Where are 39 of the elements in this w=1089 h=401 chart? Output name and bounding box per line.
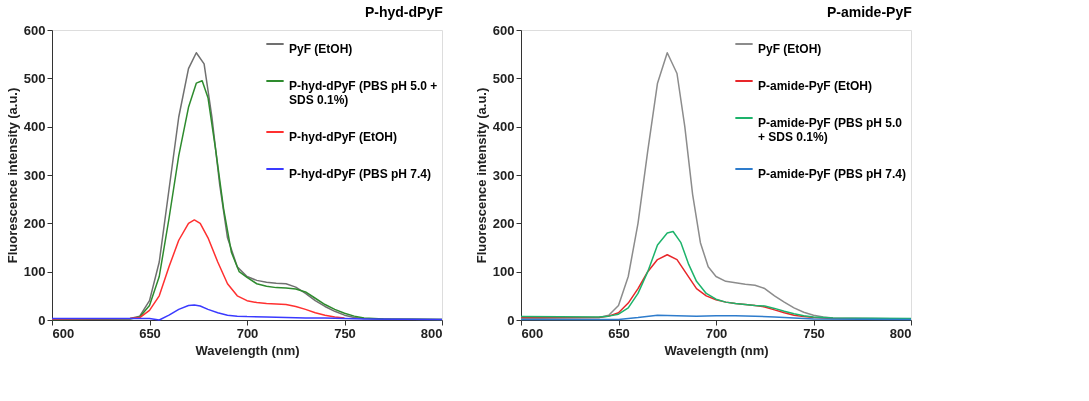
x-axis-title: Wavelength (nm) <box>664 342 769 358</box>
legend-label: P-hyd-dPyF (EtOH) <box>289 130 397 144</box>
y-axis-title: Fluorescence intensity (a.u.) <box>473 87 489 264</box>
x-tick-label: 650 <box>608 325 630 341</box>
x-tick-label: 750 <box>803 325 825 341</box>
y-axis-title: Fluorescence intensity (a.u.) <box>4 87 20 264</box>
y-tick-label: 200 <box>492 215 515 231</box>
legend-label: P-hyd-dPyF (PBS pH 5.0 + SDS 0.1%) <box>289 79 438 107</box>
x-tick-label: 700 <box>236 325 259 341</box>
y-tick-label: 200 <box>23 215 46 231</box>
chart-title: P-amide-PyF <box>826 4 913 20</box>
x-tick-label: 800 <box>889 325 912 341</box>
legend-label: P-amide-PyF (PBS pH 5.0 + SDS 0.1%) <box>758 116 903 144</box>
x-tick-label: 600 <box>52 325 75 341</box>
y-tick-label: 100 <box>23 264 46 280</box>
x-tick-label: 800 <box>420 325 443 341</box>
legend-label: P-amide-PyF (PBS pH 7.4) <box>758 167 907 181</box>
y-tick-label: 100 <box>492 264 515 280</box>
y-tick-label: 500 <box>492 70 515 86</box>
y-tick-label: 300 <box>23 167 46 183</box>
y-tick-label: 500 <box>23 70 46 86</box>
y-tick-label: 400 <box>23 119 46 135</box>
chart-title: P-hyd-dPyF <box>364 4 444 20</box>
x-axis-title: Wavelength (nm) <box>195 342 300 358</box>
x-tick-label: 700 <box>705 325 728 341</box>
line-series <box>51 219 346 320</box>
y-tick-label: 0 <box>507 312 515 328</box>
legend-label: P-hyd-dPyF (PBS pH 7.4) <box>289 167 432 181</box>
y-tick-label: 600 <box>23 22 46 38</box>
x-tick-label: 750 <box>334 325 356 341</box>
y-tick-label: 0 <box>38 312 46 328</box>
y-tick-label: 300 <box>492 167 515 183</box>
legend-label: PyF (EtOH) <box>289 42 353 56</box>
legend-label: P-amide-PyF (EtOH) <box>758 79 873 93</box>
x-tick-label: 600 <box>521 325 544 341</box>
y-tick-label: 600 <box>492 22 515 38</box>
x-tick-label: 650 <box>139 325 161 341</box>
legend-label: PyF (EtOH) <box>758 42 822 56</box>
y-tick-label: 400 <box>492 119 515 135</box>
